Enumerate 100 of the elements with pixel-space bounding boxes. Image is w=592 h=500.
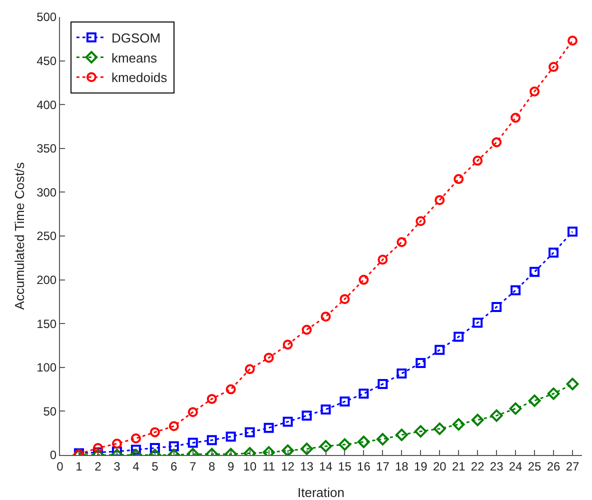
point [472,318,483,328]
point [302,410,312,421]
x-tick-label: 17 [376,459,390,474]
point [510,112,521,123]
point [530,266,540,277]
point [530,86,540,96]
x-tick-label: 16 [357,459,371,474]
point [168,421,179,432]
point [414,425,427,438]
x-tick-label: 20 [432,459,447,474]
point [282,340,293,350]
point [492,137,502,148]
x-tick-label: 4 [132,459,140,474]
x-tick-label: 19 [414,459,428,474]
point [472,156,483,166]
point [168,441,179,452]
point [282,416,293,427]
point [490,409,503,422]
x-tick-label: 1 [76,459,83,474]
x-tick-label: 3 [114,459,121,474]
point [302,324,312,335]
x-tick-label: 22 [470,459,485,474]
y-tick-label: 150 [36,316,57,331]
point [264,352,274,363]
x-tick-label: 26 [546,459,561,474]
point [340,396,350,407]
point [226,384,236,394]
point [566,378,579,390]
point [376,433,389,446]
point [434,344,445,355]
x-tick-label: 12 [281,459,295,474]
x-tick-label: 9 [227,459,234,474]
point [150,442,160,453]
point [433,422,446,435]
point [378,379,388,390]
y-tick-label: 400 [36,98,57,112]
point [320,312,331,322]
x-tick-label: 13 [300,459,314,474]
y-axis-title: Accumulated Time Cost/s [12,162,27,310]
x-tick-label: 11 [262,459,276,474]
point [338,438,351,451]
point [528,394,541,407]
point [416,358,426,368]
point [396,368,407,379]
x-tick-label: 25 [528,459,542,474]
point [492,302,502,312]
point [568,226,578,237]
point [378,254,388,265]
point [244,364,255,374]
point [547,387,560,400]
point [358,274,369,285]
point [300,442,313,455]
point [509,402,522,415]
x-tick-label: 8 [208,459,216,474]
x-tick-label: 24 [508,459,523,474]
x-tick-label: 5 [152,459,159,474]
x-tick-label: 7 [190,459,197,474]
point [471,414,484,426]
y-tick-label: 500 [36,10,57,24]
x-tick-label: 6 [170,459,178,474]
point [206,394,217,404]
legend-label: DGSOM [111,30,161,46]
point [282,444,294,455]
point [510,285,521,296]
point [340,294,350,304]
point [130,433,141,444]
y-tick-label: 300 [36,185,57,200]
point [454,332,464,342]
x-axis-title: Iteration [298,485,344,500]
point [92,442,103,453]
x-tick-label: 14 [319,459,333,474]
point [188,407,198,418]
point [320,440,332,452]
point [150,427,160,438]
point [206,435,217,446]
x-tick-label: 18 [394,459,409,474]
point [112,438,122,449]
point [416,216,426,226]
point [548,248,559,258]
point [130,444,141,455]
y-tick-label: 200 [36,273,57,287]
y-tick-label: 450 [36,54,57,68]
point [188,438,198,448]
y-tick-label: 350 [36,142,57,156]
point [358,388,369,399]
point [226,432,236,442]
y-tick-label: 50 [43,404,57,418]
point [244,427,255,438]
point [452,418,465,431]
point [454,174,464,184]
legend-label: kmeans [111,50,158,66]
point [568,36,578,46]
legend-label: kmedoids [111,70,168,86]
x-tick-label: 10 [243,459,257,474]
x-tick-label: 23 [490,459,504,474]
x-tick-label: 27 [566,459,580,474]
x-tick-label: 21 [452,459,466,474]
x-tick-label: 15 [338,459,352,474]
y-tick-label: 100 [36,360,57,375]
x-tick-label: 2 [94,459,102,474]
